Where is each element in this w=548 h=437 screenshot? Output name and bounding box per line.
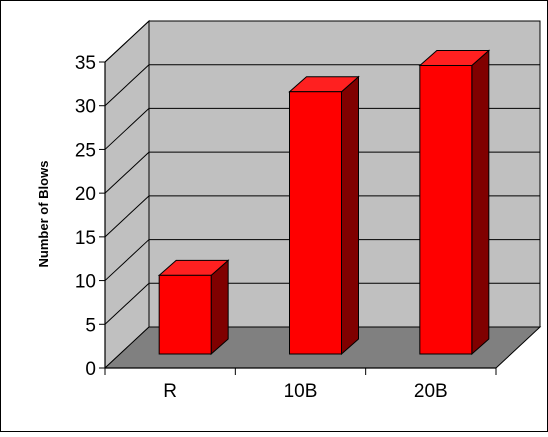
x-axis-ticks: R 10B 20B: [104, 368, 497, 402]
gridline-5: [104, 282, 540, 325]
bar-front: [158, 274, 212, 355]
y-tick-label-0: 0: [85, 359, 96, 380]
bar-front: [419, 64, 473, 355]
gridline-35: [104, 20, 540, 63]
y-tick-label-35: 35: [75, 53, 96, 74]
x-tick-label-20B: 20B: [414, 381, 448, 402]
x-tick-label-R: R: [163, 381, 177, 402]
y-tick-label-20: 20: [75, 184, 96, 205]
y-tick-label-25: 25: [75, 140, 96, 161]
y-tick-label-30: 30: [75, 97, 96, 118]
x-tick-label-10B: 10B: [284, 381, 318, 402]
gridline-25: [104, 107, 540, 150]
gridlines: [104, 20, 540, 325]
bar-R: [157, 259, 230, 356]
gridline-10: [104, 239, 540, 281]
y-tick-label-5: 5: [85, 315, 96, 336]
bar-front: [289, 91, 342, 355]
gridline-30: [104, 64, 540, 107]
y-tick-label-15: 15: [75, 228, 96, 249]
gridline-15: [104, 195, 540, 238]
y-tick-label-10: 10: [75, 272, 96, 293]
bar-20B: [418, 49, 491, 356]
axes: [104, 62, 496, 369]
bar-10B: [288, 75, 360, 356]
y-axis-ticks: 0 5 10 15 20 25 30 35: [75, 53, 105, 380]
bars: [157, 49, 491, 356]
bar-side: [210, 259, 229, 356]
side-wall: [104, 19, 150, 370]
bar-side: [471, 49, 490, 356]
bar-side: [341, 75, 359, 356]
gridline-20: [104, 151, 540, 194]
y-axis-title: Number of Blows: [36, 161, 51, 268]
